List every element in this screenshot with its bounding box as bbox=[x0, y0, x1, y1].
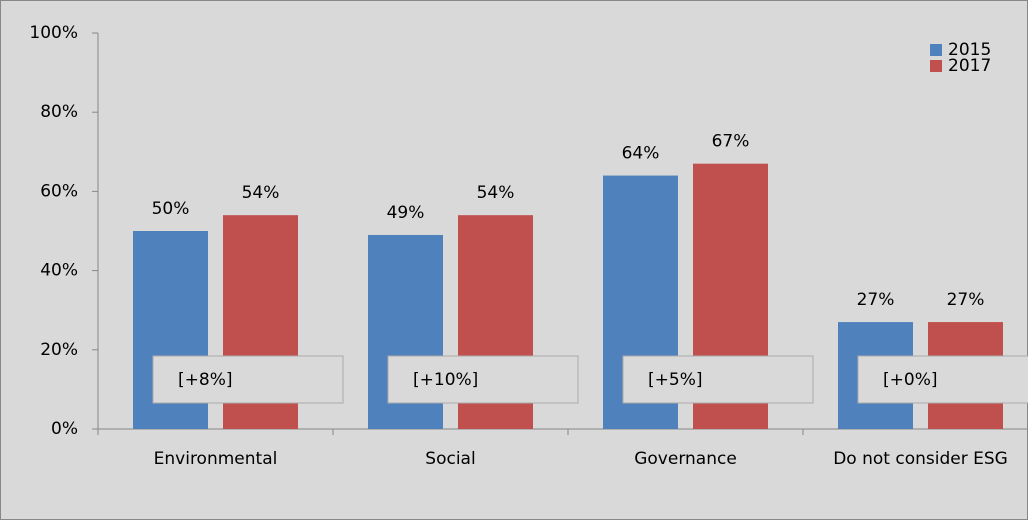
annotation: [+0%] bbox=[883, 370, 937, 390]
annotation: [+5%] bbox=[648, 370, 702, 390]
value-label: 27% bbox=[947, 290, 985, 310]
x-tick-label: Social bbox=[425, 449, 475, 469]
legend-label: 2015 bbox=[948, 40, 991, 60]
y-tick-label: 40% bbox=[40, 261, 78, 281]
value-label: 64% bbox=[622, 144, 660, 164]
x-tick-label: Do not consider ESG bbox=[833, 449, 1008, 469]
value-label: 67% bbox=[712, 132, 750, 152]
y-tick-label: 80% bbox=[40, 102, 78, 122]
y-tick-label: 100% bbox=[29, 23, 78, 43]
value-label: 54% bbox=[242, 183, 280, 203]
y-tick-label: 60% bbox=[40, 181, 78, 201]
annotation-box bbox=[857, 355, 1028, 404]
annotation-box bbox=[387, 355, 579, 404]
annotation: [+10%] bbox=[413, 370, 478, 390]
legend-label: 2017 bbox=[948, 56, 991, 76]
x-tick-label: Environmental bbox=[154, 449, 278, 469]
y-tick-label: 20% bbox=[40, 340, 78, 360]
value-label: 54% bbox=[477, 183, 515, 203]
legend-swatch bbox=[930, 44, 942, 56]
legend-swatch bbox=[930, 60, 942, 72]
value-label: 27% bbox=[857, 290, 895, 310]
annotation: [+8%] bbox=[178, 370, 232, 390]
annotation-box bbox=[622, 355, 814, 404]
value-label: 50% bbox=[152, 199, 190, 219]
x-tick-label: Governance bbox=[634, 449, 737, 469]
value-label: 49% bbox=[387, 203, 425, 223]
annotation-box bbox=[152, 355, 344, 404]
y-tick-label: 0% bbox=[51, 419, 78, 439]
